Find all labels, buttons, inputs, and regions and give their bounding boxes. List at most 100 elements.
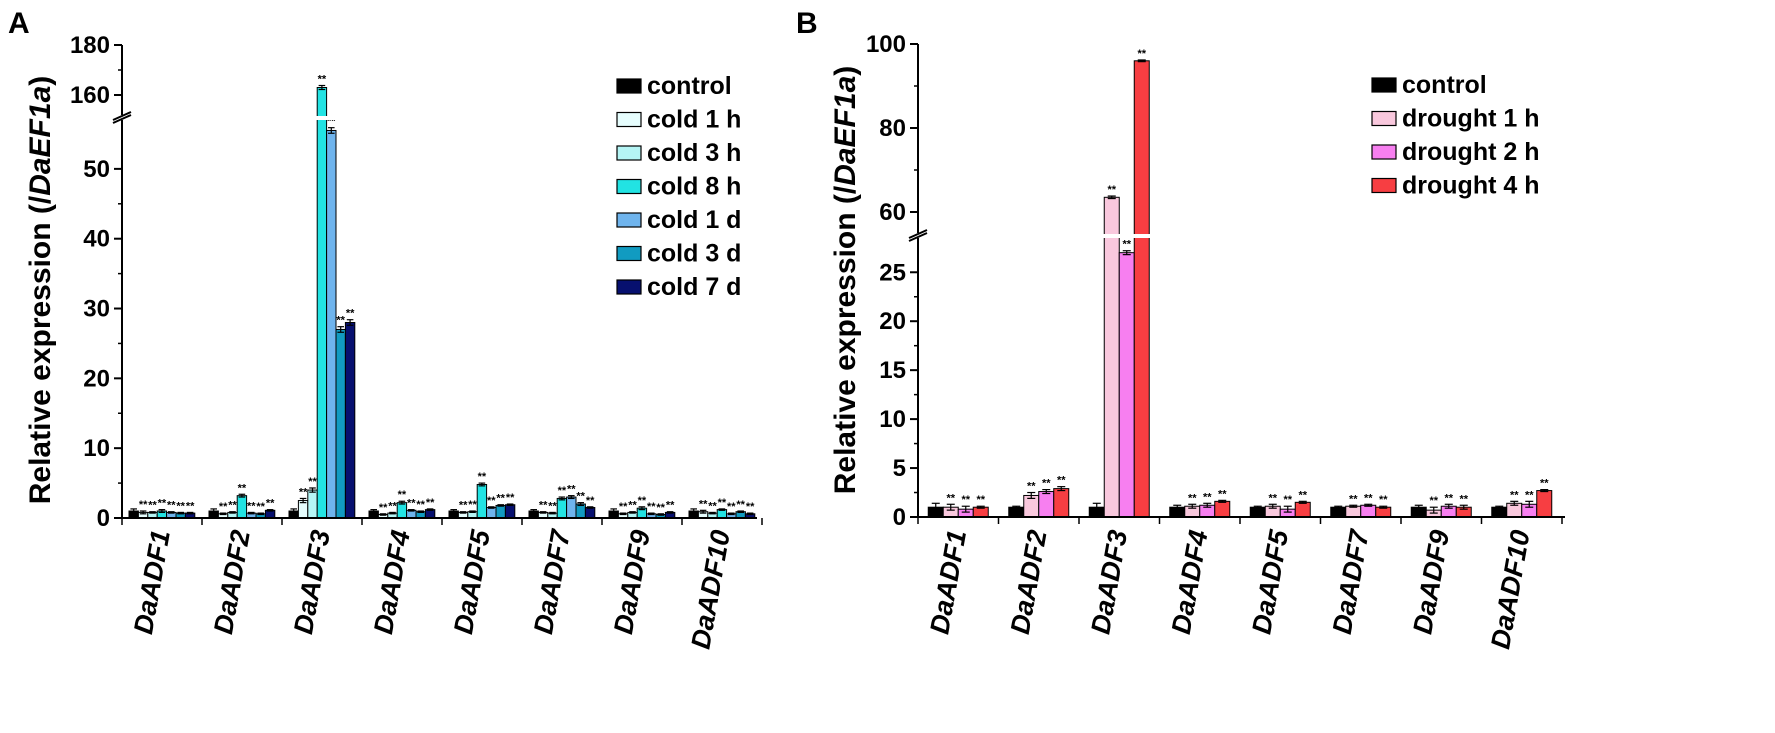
significance-label: ** [666,500,675,512]
significance-label: ** [1379,494,1388,506]
significance-label: ** [1122,239,1131,251]
significance-label: ** [219,501,228,513]
axis-break-mark [112,111,132,121]
bar [486,507,497,519]
significance-label: ** [699,498,708,510]
significance-label: ** [176,500,185,512]
y-axis-title: Relative expression (/DaEF1a) [829,66,862,495]
legend-label: drought 1 h [1402,105,1539,133]
significance-label: ** [736,499,745,511]
significance-label: ** [746,501,755,513]
y-axis-title-part: DaEF1a [829,76,862,186]
axis-break-mark [112,114,132,124]
significance-label: ** [247,500,256,512]
y-tick-label: 5 [893,455,906,482]
bar [476,483,488,519]
significance-label: ** [961,494,970,506]
significance-label: ** [708,500,717,512]
legend-label: cold 1 h [647,106,741,134]
y-tick-label: 0 [97,505,110,532]
axis-break-gap [124,116,757,120]
y-tick-label: 60 [879,199,906,226]
legend-label: drought 2 h [1402,138,1539,166]
bar [344,321,356,519]
significance-label: ** [1188,492,1197,504]
bar [236,495,248,519]
x-tick-label: DaADF3 [288,528,336,637]
bar [1345,505,1362,518]
significance-label: ** [1540,478,1549,490]
x-tick-label: DaADF5 [448,527,496,637]
legend-swatch [1371,177,1397,194]
legend-swatch [1371,110,1397,127]
legend-label: drought 4 h [1402,172,1539,200]
panel-letter: A [8,7,30,40]
significance-label: ** [1042,478,1051,490]
significance-label: ** [656,502,665,514]
bar [335,328,346,519]
y-tick-label: 25 [879,259,906,286]
significance-label: ** [1298,489,1307,501]
y-axis-title-part: Relative expression (/ [24,195,57,504]
y-axis-title: Relative expression (/DaEF1a) [24,76,57,505]
significance-label: ** [1429,495,1438,507]
x-tick-label: DaADF2 [208,528,256,637]
y-tick-label: 20 [83,365,110,392]
significance-label: ** [1510,489,1519,501]
significance-label: ** [946,492,955,504]
significance-label: ** [496,493,505,505]
legend-label: cold 7 d [647,273,741,301]
panel-letter: B [796,7,818,40]
significance-label: ** [459,500,468,512]
legend-label: cold 3 d [647,240,741,268]
significance-label: ** [586,495,595,507]
x-tick-label: DaADF4 [368,528,416,637]
legend-swatch [616,145,642,161]
significance-label: ** [1283,494,1292,506]
y-tick-label: 80 [879,115,906,142]
axis-break-gap [920,234,1565,238]
significance-label: ** [426,497,435,509]
y-tick-label: 30 [83,296,110,323]
x-tick-label: DaADF10 [686,528,736,651]
bar [575,503,586,519]
bar [566,496,577,519]
significance-label: ** [1268,492,1277,504]
x-tick-label: DaADF1 [924,528,972,637]
significance-label: ** [308,476,317,488]
axis-break-mark [908,229,928,239]
bar [1103,196,1120,518]
significance-label: ** [567,484,576,496]
significance-label: ** [1444,492,1453,504]
x-tick-label: DaADF7 [528,526,576,637]
significance-label: ** [299,486,308,498]
x-tick-label: DaADF4 [1166,528,1214,637]
significance-label: ** [487,495,496,507]
significance-label: ** [1137,48,1146,60]
significance-label: ** [139,499,148,511]
significance-label: ** [638,495,647,507]
significance-label: ** [647,501,656,513]
significance-label: ** [186,500,195,512]
legend-swatch [1371,144,1397,160]
bar [556,497,568,519]
significance-label: ** [1218,488,1227,500]
significance-label: ** [398,489,407,501]
significance-label: ** [1203,491,1212,503]
bar [1536,490,1553,518]
x-tick-label: DaADF2 [1005,528,1053,637]
significance-label: ** [976,494,985,506]
bar [1053,488,1070,518]
bar [1294,501,1311,518]
significance-label: ** [548,500,557,512]
significance-label: ** [167,500,176,512]
bar [1214,500,1231,518]
significance-label: ** [718,497,727,509]
bar [1118,252,1135,518]
legend-label: cold 1 d [647,206,741,234]
bar [1133,60,1150,518]
significance-label: ** [256,501,265,513]
x-tick-label: DaADF10 [1485,528,1535,651]
significance-label: ** [619,501,628,513]
